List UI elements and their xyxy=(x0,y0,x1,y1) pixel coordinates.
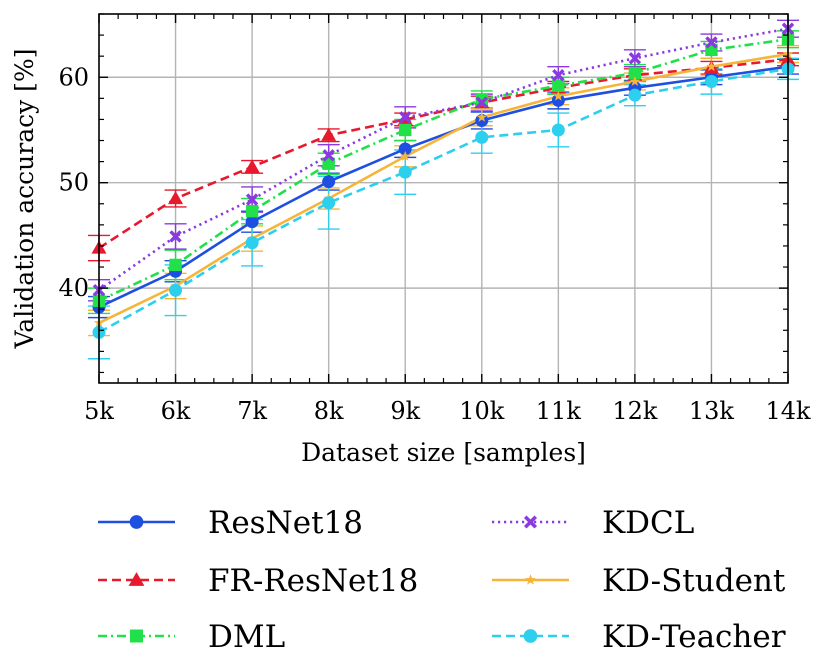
y-axis-title: Validation accuracy [%] xyxy=(10,49,39,350)
legend-marker-fr-resnet18 xyxy=(128,572,145,586)
data-point-kd-teacher xyxy=(475,130,489,144)
x-tick-label: 8k xyxy=(314,397,344,425)
data-point-kdcl xyxy=(399,111,412,124)
series-line-kdcl xyxy=(98,27,789,292)
data-point-dml xyxy=(552,79,565,92)
data-point-kd-teacher xyxy=(169,283,183,297)
data-point-kdcl xyxy=(475,96,488,109)
series-line-kd-teacher xyxy=(98,67,789,334)
axis-ticks xyxy=(98,13,789,383)
x-tick-label: 9k xyxy=(390,397,420,425)
data-point-kdcl xyxy=(628,52,642,65)
legend-label-resnet18: ResNet18 xyxy=(208,505,363,541)
legend-marker-dml xyxy=(129,629,144,643)
legend-marker-kd-teacher xyxy=(523,629,538,643)
legend-item-dml: DML xyxy=(98,619,285,655)
legend: ResNet18 FR-ResNet18 DML KDCL KD-Student KD-T… xyxy=(98,505,786,655)
data-point-resnet18 xyxy=(551,93,565,107)
y-tick-label: 50 xyxy=(58,169,89,197)
data-point-kdcl xyxy=(245,193,259,206)
series-markers xyxy=(91,22,796,339)
legend-item-kdcl: KDCL xyxy=(492,505,694,541)
data-point-dml xyxy=(169,258,182,272)
x-tick-label: 11k xyxy=(536,397,582,425)
data-point-resnet18 xyxy=(475,113,489,127)
data-point-resnet18 xyxy=(398,142,412,156)
legend-item-kd-teacher: KD-Teacher xyxy=(492,619,786,655)
data-point-kd-student xyxy=(476,111,488,122)
y-tick-label: 60 xyxy=(58,63,89,91)
series-line-fr-resnet18 xyxy=(98,58,789,250)
x-tick-label: 14k xyxy=(765,397,811,425)
data-point-kdcl xyxy=(705,36,718,49)
legend-label-kdcl: KDCL xyxy=(602,505,694,541)
legend-label-kd-student: KD-Student xyxy=(602,563,786,599)
data-point-kd-teacher xyxy=(322,196,336,210)
data-point-kd-teacher xyxy=(245,236,259,250)
legend-marker-resnet18 xyxy=(129,515,144,529)
series-line-resnet18 xyxy=(98,65,789,309)
legend-item-resnet18: ResNet18 xyxy=(98,505,363,541)
data-point-kd-student xyxy=(629,75,641,86)
data-point-dml xyxy=(399,123,412,137)
series-line-kd-student xyxy=(98,52,789,325)
data-point-fr-resnet18 xyxy=(321,127,337,141)
x-axis-title: Dataset size [samples] xyxy=(301,438,586,467)
data-point-kd-student xyxy=(399,150,411,161)
x-tick-label: 10k xyxy=(459,397,505,425)
data-point-kd-student xyxy=(706,61,717,72)
data-point-kd-teacher xyxy=(398,165,412,179)
x-tick-label: 12k xyxy=(612,397,658,425)
data-point-resnet18 xyxy=(245,215,259,229)
legend-label-fr-resnet18: FR-ResNet18 xyxy=(208,563,418,599)
data-point-dml xyxy=(628,66,642,80)
legend-marker-kdcl xyxy=(523,515,538,529)
data-point-dml xyxy=(245,204,259,218)
data-point-kd-teacher xyxy=(628,88,642,102)
legend-label-kd-teacher: KD-Teacher xyxy=(602,619,786,655)
x-tick-label: 7k xyxy=(237,397,267,425)
series-lines xyxy=(98,27,789,334)
data-point-dml xyxy=(475,93,488,106)
data-point-kd-student xyxy=(553,90,564,101)
data-point-resnet18 xyxy=(322,175,336,189)
tick-labels: 5k 6k 7k 8k 9k 10k 11k 12k 13k 14k 40 50 60 xyxy=(58,63,811,425)
legend-label-dml: DML xyxy=(208,619,285,655)
y-tick-label: 40 xyxy=(58,274,89,302)
data-point-kd-teacher xyxy=(704,74,718,88)
data-point-kdcl xyxy=(322,149,335,162)
x-tick-label: 5k xyxy=(84,397,114,425)
x-tick-label: 6k xyxy=(161,397,191,425)
legend-item-fr-resnet18: FR-ResNet18 xyxy=(98,563,418,599)
data-point-kd-teacher xyxy=(551,123,565,137)
data-point-fr-resnet18 xyxy=(168,191,184,205)
legend-marker-kd-student xyxy=(525,574,536,585)
data-point-kdcl xyxy=(552,68,565,82)
legend-item-kd-student: KD-Student xyxy=(492,563,786,599)
data-point-kdcl xyxy=(169,230,182,243)
series-line-dml xyxy=(98,38,789,302)
data-point-fr-resnet18 xyxy=(244,159,260,173)
x-tick-label: 13k xyxy=(689,397,735,425)
